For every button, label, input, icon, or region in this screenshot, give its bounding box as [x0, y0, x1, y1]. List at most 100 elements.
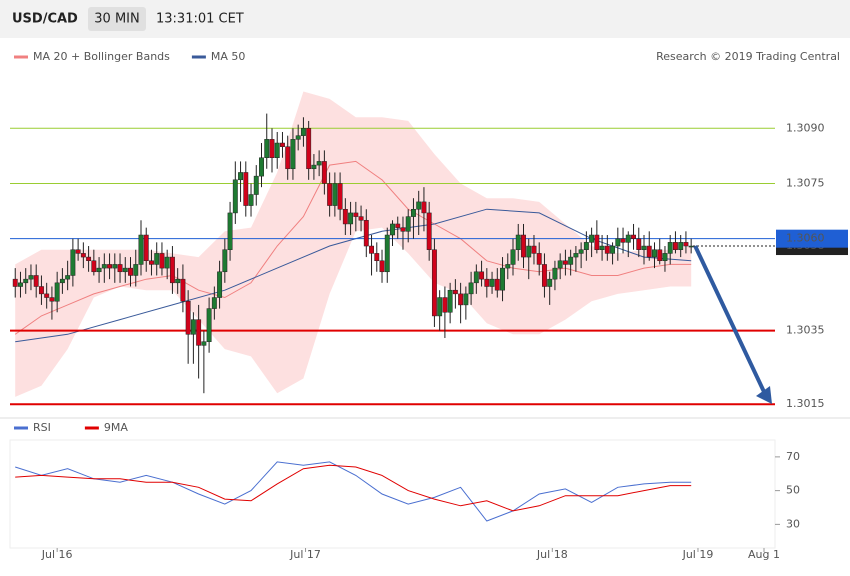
time: 13:31:01 CET [156, 12, 244, 27]
candle-body [542, 264, 547, 287]
candle-body [494, 278, 500, 291]
candle-body [667, 242, 673, 254]
candle-body [573, 253, 579, 258]
price-label: 1.3035 [786, 324, 825, 337]
candle-body [206, 308, 212, 342]
x-tick-label: Jul 17 [289, 548, 321, 561]
candle-body [238, 172, 243, 181]
candle-body [652, 249, 657, 258]
candle-body [683, 242, 689, 247]
candle-body [306, 128, 312, 170]
candle-body [353, 212, 359, 217]
candle-body [196, 319, 202, 346]
candle-body [447, 289, 453, 313]
candle-body [112, 264, 118, 269]
candle-body [280, 142, 285, 147]
candle-body [390, 223, 395, 236]
candle-body [38, 286, 44, 295]
candle-body [327, 183, 333, 206]
candle-body [232, 179, 238, 214]
candle-body [379, 260, 385, 273]
candle-body [259, 157, 264, 177]
candle-body [547, 278, 553, 287]
x-tick-label: Jul 16 [41, 548, 73, 561]
candle-body [185, 300, 191, 335]
candle-body [468, 282, 474, 295]
candle-body [395, 223, 401, 228]
forecast-arrow [693, 245, 768, 397]
candle-body [133, 264, 139, 276]
candle-body [374, 253, 380, 262]
candle-body [300, 128, 306, 136]
candle-body [143, 234, 149, 262]
candle-body [159, 253, 165, 269]
candle-body [285, 146, 291, 170]
forecast-arrowhead [756, 386, 772, 404]
candle-body [217, 271, 223, 298]
price-label: 1.3090 [786, 121, 825, 134]
candle-body [421, 201, 427, 214]
candle-body [384, 234, 390, 273]
candle-body [332, 183, 338, 206]
candle-body [636, 238, 642, 250]
candle-body [672, 242, 678, 250]
candle-body [311, 164, 317, 170]
candle-body [44, 293, 50, 298]
x-tick-label: Aug 1 [748, 548, 780, 561]
candle-body [594, 234, 600, 250]
candle-body [75, 249, 81, 254]
candle-body [599, 245, 605, 250]
candle-body [620, 238, 626, 243]
candle-body [253, 175, 259, 195]
price-label: 1.3015 [786, 397, 825, 410]
candle-body [149, 260, 154, 265]
candle-body [688, 245, 694, 248]
candle-body [631, 234, 636, 239]
candle-body [70, 249, 76, 276]
candle-body [536, 253, 542, 265]
indicator-line [15, 461, 692, 522]
candle-body [80, 253, 86, 258]
candle-body [426, 212, 432, 250]
candle-body [562, 260, 568, 265]
candle-body [348, 212, 354, 225]
candle-body [526, 245, 532, 258]
candle-body [552, 267, 558, 280]
candle-body [190, 319, 196, 335]
candle-body [117, 264, 123, 273]
candle-body [442, 297, 448, 313]
candle-body [154, 253, 160, 265]
candle-body [128, 267, 133, 276]
candle-body [416, 201, 422, 210]
candle-body [107, 264, 113, 269]
candle-body [484, 278, 490, 287]
candle-body [662, 253, 668, 262]
candle-body [222, 249, 228, 273]
symbol: USD/CAD [12, 12, 78, 27]
indicator-line [15, 464, 692, 512]
candle-body [28, 275, 34, 280]
candle-body [274, 142, 280, 158]
candle-body [138, 234, 144, 265]
candle-body [23, 278, 29, 284]
candle-body [505, 264, 511, 269]
candle-body [458, 293, 464, 306]
x-tick-label: Jul 18 [536, 548, 568, 561]
candle-body [248, 194, 254, 206]
y-tick-label: 50 [786, 484, 800, 497]
candle-body [290, 139, 296, 170]
candle-body [54, 282, 60, 302]
candle-body [615, 238, 621, 247]
candle-body [463, 293, 469, 306]
candle-body [86, 256, 92, 262]
candle-body [295, 135, 301, 140]
candle-body [12, 278, 18, 287]
candle-body [452, 289, 458, 295]
candle-body [568, 256, 574, 265]
candle-body [500, 267, 505, 291]
candle-body [479, 271, 485, 280]
candle-body [211, 297, 217, 309]
candle-body [400, 227, 406, 232]
candle-body [96, 267, 102, 273]
